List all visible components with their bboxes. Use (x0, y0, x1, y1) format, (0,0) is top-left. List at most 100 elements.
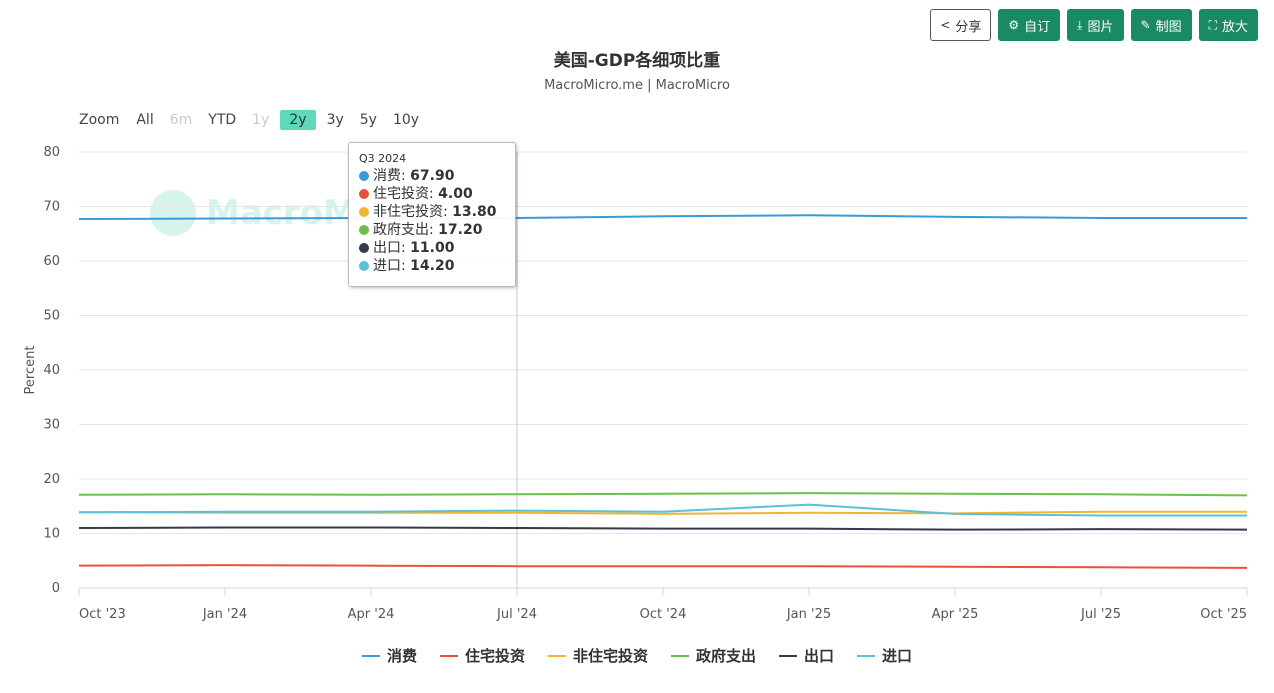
x-tick-label: Jul '24 (496, 607, 537, 622)
expand-icon: ⛶ (1208, 18, 1217, 32)
image-label: 图片 (1087, 19, 1114, 35)
legend-label: 政府支出 (696, 647, 757, 665)
chart-legend: 消费 住宅投资 非住宅投资 政府支出 出口 进口 (0, 645, 1274, 666)
x-tick-label: Apr '25 (932, 607, 979, 622)
legend-item-residential[interactable]: 住宅投资 (439, 645, 525, 666)
tooltip-series-name: 非住宅投资 (373, 204, 443, 220)
subscribe-button[interactable]: ⚙ 自订 (998, 9, 1061, 41)
y-tick-label: 50 (43, 309, 60, 324)
draw-label: 制图 (1155, 19, 1182, 35)
zoom-controls: Zoom All 6m YTD 1y 2y 3y 5y 10y (79, 110, 424, 130)
chart-toolbar: < 分享 ⚙ 自订 ⤓ 图片 ✎ 制图 ⛶ 放大 (930, 9, 1258, 41)
tooltip-series-name: 政府支出 (373, 222, 429, 238)
y-tick-label: 70 (43, 200, 60, 215)
y-tick-label: 60 (43, 254, 60, 269)
series-line[interactable] (78, 214, 1247, 221)
legend-swatch (361, 654, 380, 657)
download-icon: ⤓ (1077, 18, 1083, 32)
series-line[interactable] (78, 503, 1247, 517)
tooltip-row-consumption: 消费: 67.90 (359, 167, 505, 185)
tooltip-dot (359, 171, 369, 181)
x-tick-label: Oct '25 (1200, 607, 1247, 622)
y-tick-label: 30 (43, 418, 60, 433)
chart-title: 美国-GDP各细项比重 (553, 51, 721, 71)
x-tick-label: Apr '24 (348, 607, 395, 622)
zoom-5y-button[interactable]: 5y (359, 112, 377, 128)
legend-swatch (779, 654, 798, 657)
series-line[interactable] (78, 564, 1248, 569)
tooltip-row-government: 政府支出: 17.20 (359, 221, 505, 239)
y-axis-label: Percent (23, 346, 38, 395)
tooltip-row-exports: 出口: 11.00 (359, 239, 505, 257)
x-tick-label: Oct '24 (640, 607, 687, 622)
tooltip-value: 4.00 (438, 186, 473, 202)
x-tick-label: Jul '25 (1080, 607, 1121, 622)
pencil-icon: ✎ (1140, 18, 1151, 32)
series-line[interactable] (78, 526, 1248, 531)
tooltip-row-imports: 进口: 14.20 (359, 257, 505, 275)
legend-item-government[interactable]: 政府支出 (671, 645, 756, 666)
legend-label: 非住宅投资 (572, 647, 648, 665)
tooltip-header: Q3 2024 (359, 152, 407, 165)
y-tick-label: 20 (43, 472, 60, 487)
zoom-1y-button[interactable]: 1y (252, 112, 270, 128)
chart-subtitle: MacroMicro.me | MacroMicro (544, 78, 730, 93)
tooltip-series-name: 住宅投资 (373, 186, 429, 202)
series-line[interactable] (78, 510, 1247, 515)
tooltip-dot (359, 207, 369, 217)
zoom-3y-button[interactable]: 3y (326, 112, 344, 128)
expand-label: 放大 (1221, 19, 1248, 35)
zoom-2y-button[interactable]: 2y (280, 110, 316, 130)
legend-item-nonresidential[interactable]: 非住宅投资 (547, 645, 648, 666)
share-button[interactable]: < 分享 (930, 9, 992, 41)
tooltip-value: 17.20 (438, 222, 483, 238)
legend-swatch (671, 654, 689, 657)
zoom-all-button[interactable]: All (136, 112, 154, 128)
subscribe-label: 自订 (1024, 19, 1051, 35)
tooltip-value: 14.20 (410, 258, 455, 274)
y-tick-label: 80 (43, 145, 60, 160)
tooltip-row-nonresidential: 非住宅投资: 13.80 (359, 203, 505, 221)
data-tooltip: Q3 2024 消费: 67.90 住宅投资: 4.00 非住宅投资: 13.8… (348, 142, 516, 287)
tooltip-row-residential: 住宅投资: 4.00 (359, 185, 505, 203)
legend-item-exports[interactable]: 出口 (779, 645, 834, 666)
legend-item-consumption[interactable]: 消费 (361, 645, 417, 666)
tooltip-dot (359, 243, 369, 253)
legend-swatch (857, 654, 876, 657)
gear-icon: ⚙ (1008, 18, 1020, 32)
download-image-button[interactable]: ⤓ 图片 (1067, 9, 1124, 41)
series-lines (78, 214, 1248, 569)
tooltip-dot (359, 225, 369, 235)
zoom-ytd-button[interactable]: YTD (208, 112, 237, 128)
x-tick-label: Jan '25 (786, 607, 831, 622)
tooltip-value: 11.00 (410, 240, 455, 256)
tooltip-dot (359, 261, 369, 271)
draw-chart-button[interactable]: ✎ 制图 (1130, 9, 1192, 41)
legend-swatch (439, 654, 458, 657)
legend-item-imports[interactable]: 进口 (857, 645, 912, 666)
legend-label: 住宅投资 (464, 647, 525, 665)
zoom-10y-button[interactable]: 10y (392, 112, 420, 128)
zoom-label: Zoom (79, 112, 120, 128)
y-tick-label: 0 (52, 581, 60, 596)
y-tick-label: 10 (43, 527, 60, 542)
share-icon: < (940, 18, 951, 32)
expand-button[interactable]: ⛶ 放大 (1198, 9, 1258, 41)
x-tick-label: Jan '24 (202, 607, 247, 622)
y-axis-ticks: 0 10 20 30 40 50 60 70 80 (43, 145, 60, 596)
tooltip-dot (359, 189, 369, 199)
tooltip-series-name: 进口 (373, 258, 401, 274)
legend-label: 消费 (386, 647, 417, 665)
zoom-6m-button[interactable]: 6m (169, 112, 193, 128)
tooltip-series-name: 消费 (373, 168, 401, 184)
x-axis: Oct '23 Jan '24 Apr '24 Jul '24 Oct '24 Jan '… (78, 588, 1248, 622)
legend-label: 进口 (882, 647, 913, 665)
tooltip-series-name: 出口 (373, 240, 401, 256)
legend-swatch (547, 654, 566, 657)
legend-label: 出口 (804, 647, 835, 665)
series-line[interactable] (78, 492, 1248, 497)
x-tick-label: Oct '23 (79, 607, 126, 622)
share-label: 分享 (955, 19, 982, 35)
tooltip-value: 13.80 (452, 204, 497, 220)
